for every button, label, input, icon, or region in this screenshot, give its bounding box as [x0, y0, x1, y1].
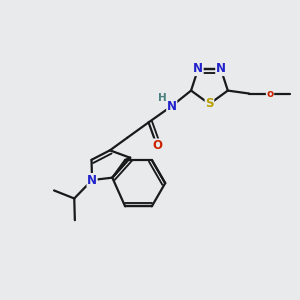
Text: H: H [158, 93, 167, 103]
Text: O: O [152, 139, 162, 152]
Text: N: N [193, 62, 203, 76]
Text: S: S [205, 98, 214, 110]
Text: N: N [87, 173, 97, 187]
Text: o: o [266, 88, 274, 99]
Text: N: N [167, 100, 177, 112]
Text: N: N [216, 62, 226, 76]
